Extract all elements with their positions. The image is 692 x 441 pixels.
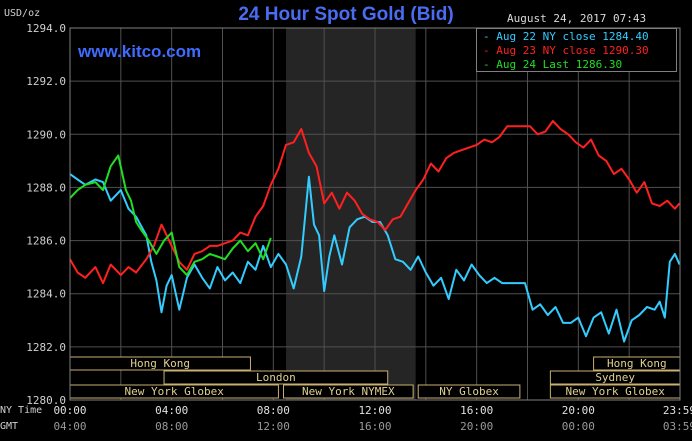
x-tick-label-gmt: 03:59 (663, 420, 692, 433)
session-label: New York Globex (566, 385, 666, 398)
x-tick-label-ny: 12:00 (358, 404, 391, 417)
x-tick-label-gmt: 04:00 (53, 420, 86, 433)
shaded-session-region (286, 28, 416, 400)
x-tick-label-ny: 20:00 (562, 404, 595, 417)
y-tick-label: 1290.0 (26, 128, 66, 141)
session-label: New York NYMEX (302, 385, 395, 398)
y-tick-label: 1292.0 (26, 75, 66, 88)
series-line-2 (69, 154, 272, 277)
chart-legend: - Aug 22 NY close 1284.40 - Aug 23 NY cl… (476, 28, 677, 72)
session-band (163, 370, 389, 385)
x-tick-label-ny: 04:00 (155, 404, 188, 417)
legend-label-aug23: Aug 23 NY close 1290.30 (496, 44, 649, 57)
session-band (283, 384, 414, 399)
legend-entry-aug23: - Aug 23 NY close 1290.30 (483, 44, 649, 57)
y-tick-labels: 1280.0 1282.0 1284.0 1286.0 1288.0 1290.0 1292… (26, 22, 66, 407)
chart-date: August 24, 2017 07:43 (507, 12, 647, 25)
chart-title: 24 Hour Spot Gold (Bid) (238, 4, 454, 25)
x-row-label-ny: NY Time (0, 405, 43, 416)
session-label: London (256, 371, 296, 384)
session-label: Hong Kong (130, 357, 190, 370)
y-tick-label: 1294.0 (26, 22, 66, 35)
plot-frame (69, 27, 681, 401)
session-label: Hong Kong (607, 357, 667, 370)
legend-label-aug24: Aug 24 Last 1286.30 (496, 58, 623, 71)
y-axis-unit: USD/oz (4, 8, 41, 19)
legend-entry-aug24: - Aug 24 Last 1286.30 (483, 58, 623, 71)
y-tick-label: 1284.0 (26, 288, 66, 301)
y-tick-label: 1282.0 (26, 341, 66, 354)
session-bands: Hong Kong London New York Globex New York N… (69, 356, 681, 399)
y-tick-label: 1280.0 (26, 394, 66, 407)
x-tick-label-ny: 00:00 (53, 404, 86, 417)
y-tick-label: 1288.0 (26, 181, 66, 194)
session-label: Sydney (595, 371, 635, 384)
x-row-label-gmt: GMT (0, 421, 19, 432)
legend-entry-aug22: - Aug 22 NY close 1284.40 (483, 30, 649, 43)
x-tick-label-gmt: 08:00 (155, 420, 188, 433)
x-tick-label-ny: 23:59 (663, 404, 692, 417)
series-line-1 (69, 120, 681, 285)
kitco-logo-text[interactable]: www.kitco.com (78, 42, 202, 61)
legend-label-aug22: Aug 22 NY close 1284.40 (496, 30, 649, 43)
x-tick-label-gmt: 16:00 (358, 420, 391, 433)
y-tick-label: 1286.0 (26, 235, 66, 248)
x-tick-label-gmt: 12:00 (257, 420, 290, 433)
x-tick-label-gmt: 20:00 (460, 420, 493, 433)
session-label: NY Globex (439, 385, 499, 398)
series-lines (69, 120, 681, 343)
session-label: New York Globex (125, 385, 225, 398)
x-tick-label-ny: 16:00 (460, 404, 493, 417)
series-line-0 (69, 173, 681, 343)
session-band (417, 384, 521, 399)
x-tick-label-ny: 08:00 (257, 404, 290, 417)
x-tick-label-gmt: 00:00 (562, 420, 595, 433)
x-tick-labels: 00:00 04:00 04:00 08:00 08:00 12:00 12:00 16:00… (53, 404, 692, 433)
